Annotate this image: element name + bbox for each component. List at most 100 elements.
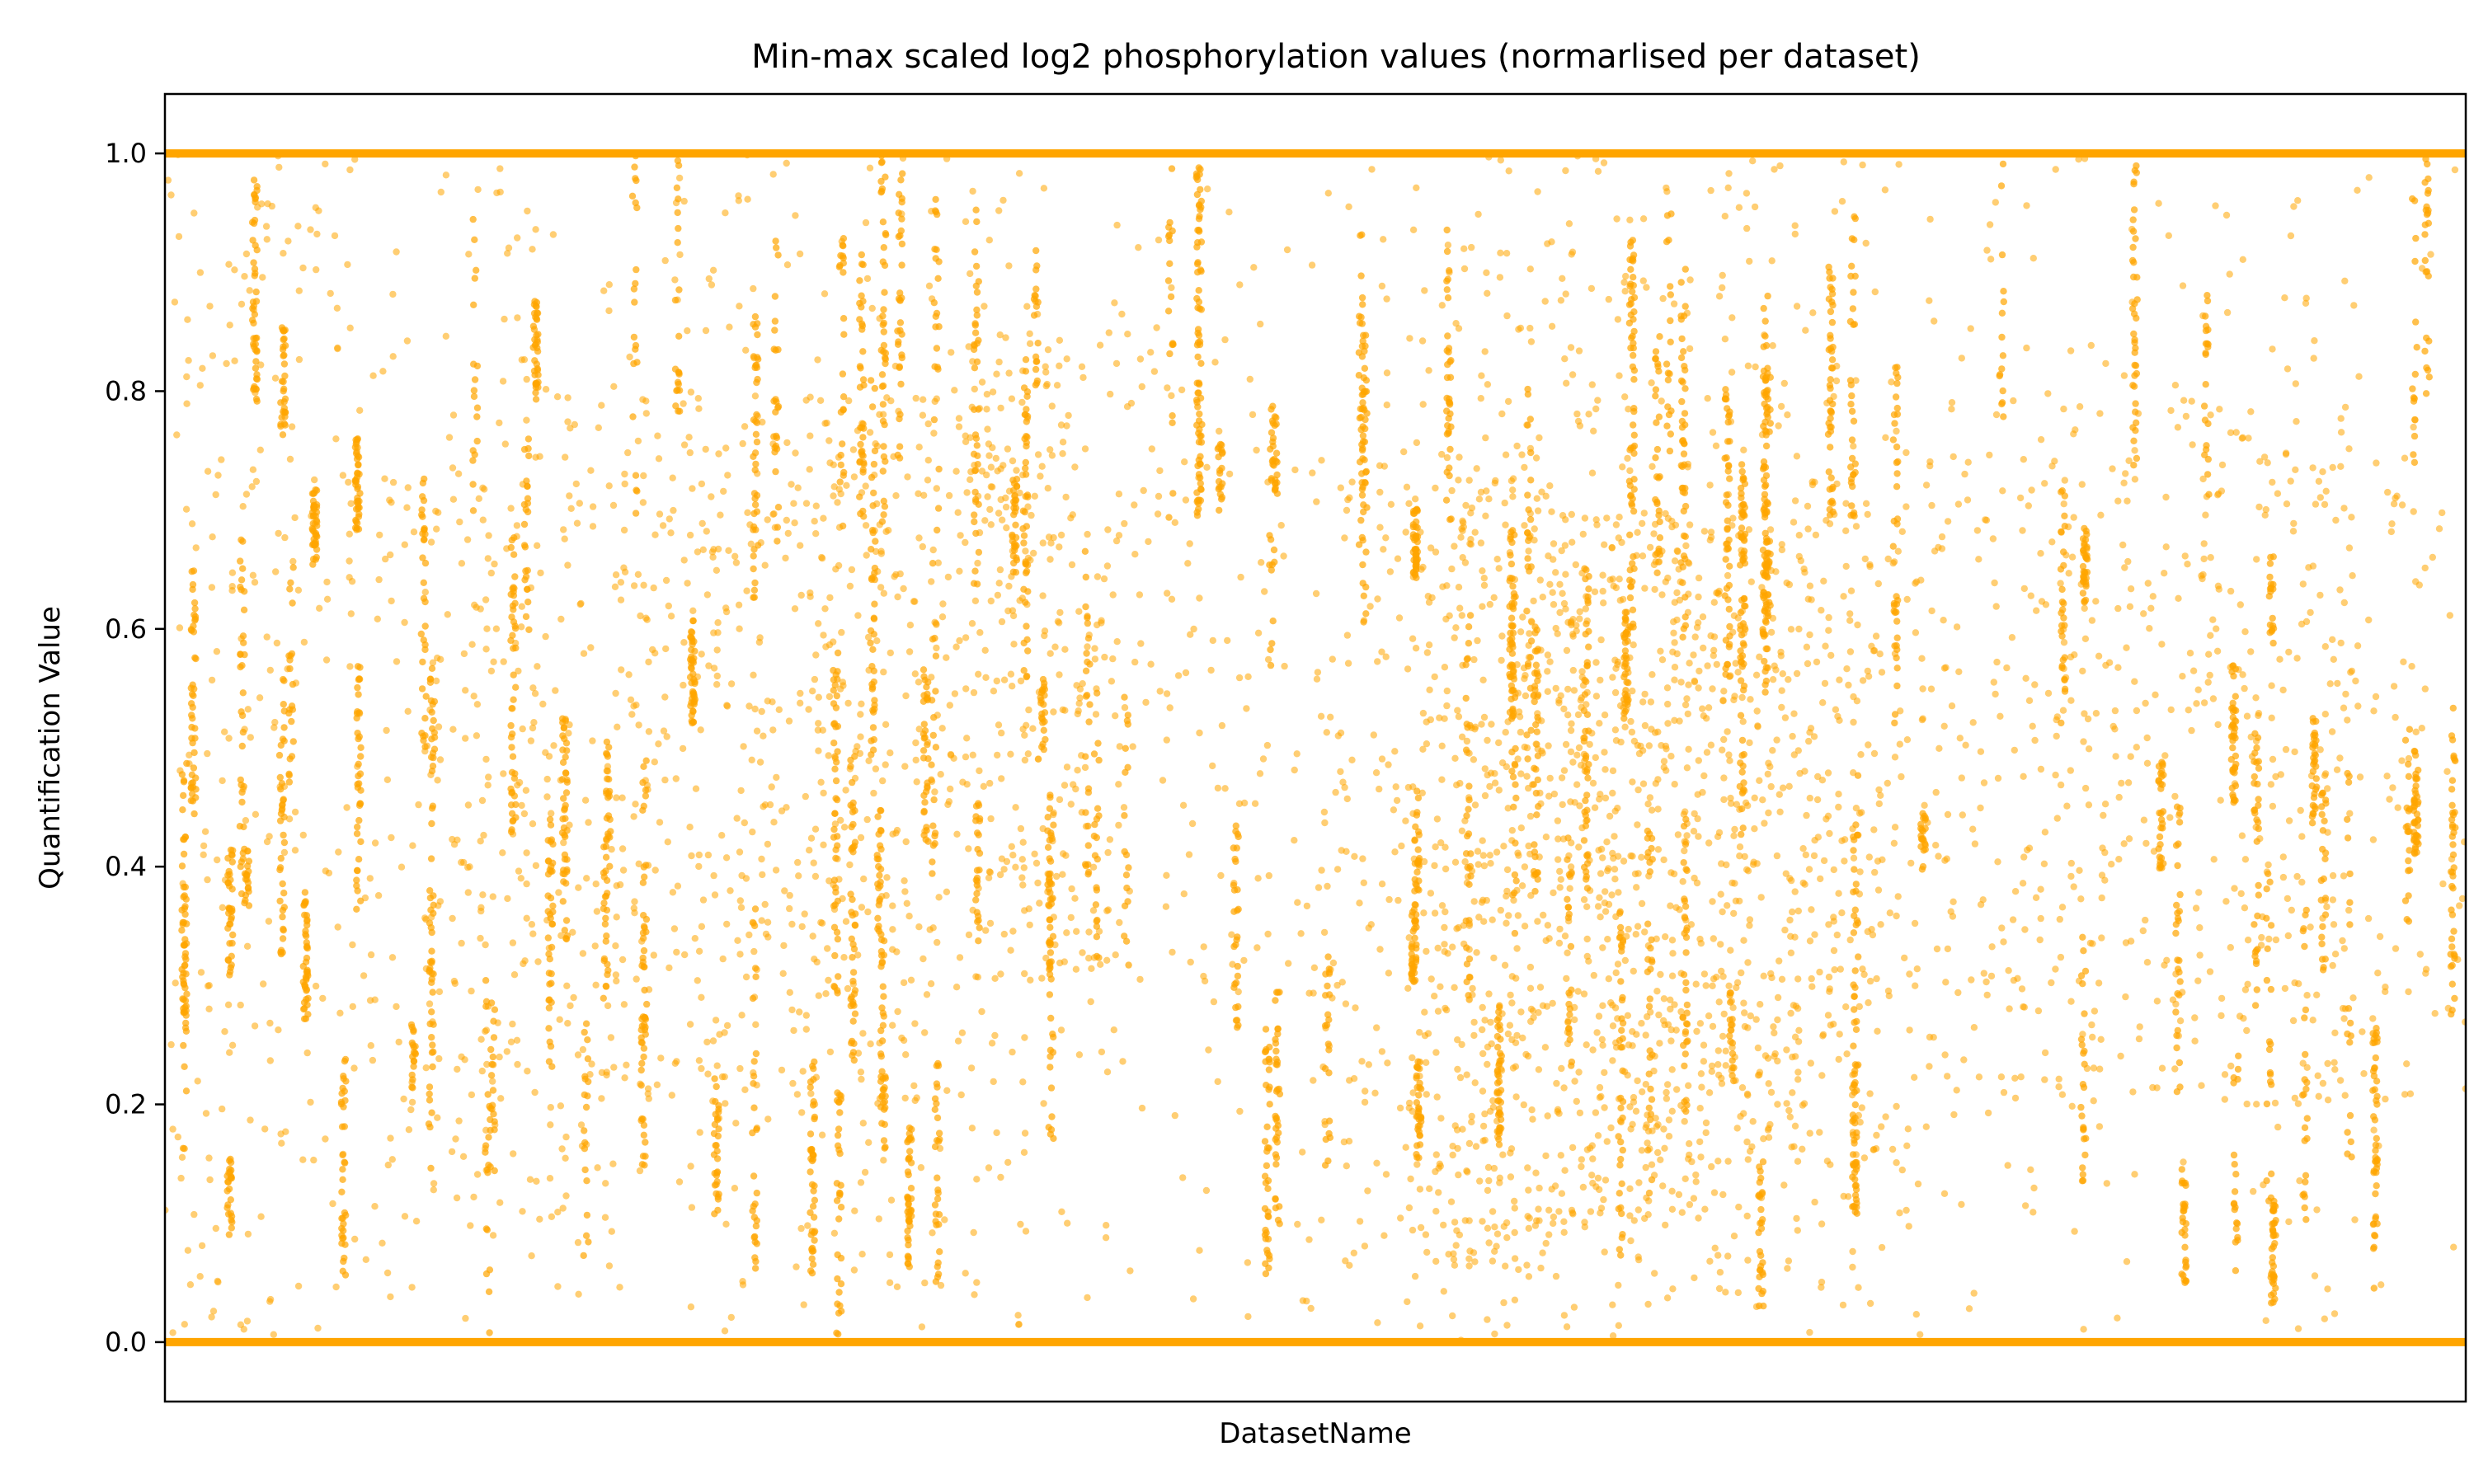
data-point [2227, 429, 2235, 436]
data-point [1101, 653, 1108, 661]
data-point [1901, 954, 1908, 962]
data-point [288, 717, 295, 726]
data-point [800, 1301, 807, 1308]
data-point [1561, 1167, 1569, 1174]
data-point [1599, 854, 1606, 862]
data-point [1634, 741, 1642, 749]
data-point [2067, 697, 2075, 704]
data-point [610, 1064, 618, 1071]
data-point [356, 675, 364, 683]
data-point [1615, 1322, 1623, 1330]
data-point [699, 546, 707, 553]
data-point [313, 230, 321, 238]
data-point [589, 523, 597, 530]
data-point [780, 942, 788, 950]
data-point [1470, 756, 1478, 763]
data-point [2193, 700, 2200, 707]
data-point [843, 481, 850, 489]
data-point [1847, 479, 1856, 486]
data-point [1695, 757, 1702, 764]
data-point [1511, 871, 1519, 879]
data-point [2194, 977, 2202, 984]
data-point [793, 1263, 800, 1270]
data-point [1787, 626, 1795, 633]
data-point [1396, 1104, 1404, 1112]
data-point [1136, 591, 1144, 599]
data-point [640, 472, 647, 480]
data-point [818, 1131, 826, 1139]
data-point [1733, 984, 1740, 992]
data-point [393, 658, 401, 665]
data-point [2340, 599, 2348, 607]
data-point [2090, 1064, 2098, 1072]
data-point [299, 264, 307, 272]
data-point [2318, 810, 2326, 819]
data-point [224, 1001, 233, 1009]
data-point [1005, 369, 1013, 377]
data-point [2060, 639, 2068, 646]
data-point [518, 356, 525, 364]
data-point [2227, 587, 2235, 595]
data-point [1376, 785, 1383, 793]
data-point [2329, 871, 2337, 880]
data-point [820, 632, 827, 639]
data-point [860, 875, 868, 883]
data-point [2218, 994, 2226, 1003]
data-point [870, 789, 877, 797]
data-point [1470, 655, 1478, 664]
data-point [1730, 832, 1738, 839]
data-point [786, 989, 793, 997]
data-point [386, 496, 393, 504]
data-point [276, 866, 284, 874]
data-point [1437, 1115, 1445, 1122]
data-point [543, 775, 551, 783]
data-point [1576, 615, 1583, 622]
data-point [2206, 671, 2213, 679]
data-point [1046, 805, 1054, 812]
data-point [478, 796, 487, 805]
data-point [2000, 1088, 2008, 1097]
data-point [783, 804, 790, 811]
data-point [249, 571, 257, 579]
data-point [995, 358, 1003, 366]
data-point [2115, 793, 2123, 801]
data-point [1641, 721, 1649, 730]
data-point [403, 504, 411, 511]
data-point [1503, 312, 1511, 320]
data-point [449, 411, 458, 419]
data-point [1997, 712, 2004, 720]
data-point [167, 191, 175, 199]
data-point [2321, 711, 2329, 718]
data-point [564, 1020, 571, 1027]
data-point [509, 939, 517, 946]
data-point [1573, 751, 1581, 758]
data-point [2198, 1082, 2205, 1089]
data-point [816, 397, 825, 404]
data-point [1413, 439, 1421, 447]
data-point [1654, 805, 1662, 813]
data-point [1016, 597, 1023, 604]
data-point [388, 597, 395, 605]
data-point [2307, 923, 2314, 931]
data-point [468, 1091, 476, 1099]
data-point [999, 516, 1006, 524]
data-point [587, 644, 595, 651]
data-point [1371, 1089, 1379, 1097]
data-point [2315, 1092, 2322, 1101]
data-point [1818, 1220, 1826, 1228]
data-point [520, 960, 527, 968]
data-point [933, 644, 940, 652]
data-point [1525, 1224, 1533, 1233]
data-point [1582, 605, 1590, 613]
data-point [802, 397, 810, 404]
data-point [1059, 871, 1066, 878]
data-point [661, 693, 669, 701]
data-point [1671, 557, 1679, 565]
data-point [1491, 1330, 1498, 1338]
data-point [1873, 1131, 1880, 1139]
data-point [2065, 570, 2072, 577]
data-point [1903, 503, 1910, 510]
data-point [1832, 706, 1840, 713]
data-point [2283, 500, 2291, 508]
data-point [1813, 658, 1821, 666]
